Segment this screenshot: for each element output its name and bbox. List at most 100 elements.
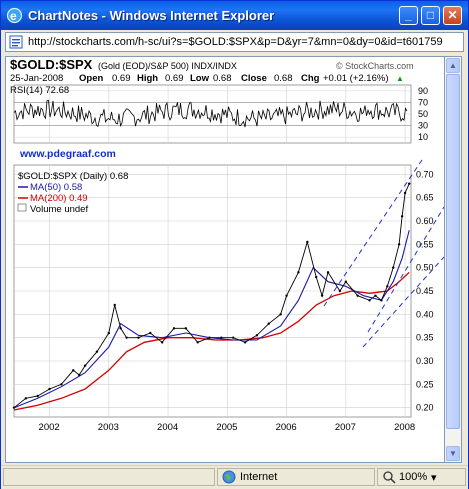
legend-price: $GOLD:$SPX (Daily) 0.68 [18,171,128,182]
status-bar: Internet 100% ▾ [1,465,468,489]
price-point [244,341,246,343]
rsi-tick-label: 30 [418,121,428,131]
title-bar[interactable]: e ChartNotes - Windows Internet Explorer… [1,1,468,30]
price-point [125,336,127,338]
price-point [356,294,358,296]
price-point [232,336,234,338]
minimize-button[interactable]: _ [399,6,418,25]
chart-description: (Gold (EOD)/S&P 500) INDX/INDX [98,61,237,71]
x-axis-ticks: 2002 2003 2004 2005 2006 2007 2008 [39,422,416,433]
close-button[interactable]: ✕ [443,6,462,25]
price-point [279,313,281,315]
price-point [114,304,116,306]
zone-label: Internet [240,471,277,483]
x-tick-label: 2004 [157,422,178,433]
address-bar[interactable]: http://stockcharts.com/h-sc/ui?s=$GOLD:$… [5,32,464,52]
price-point [380,299,382,301]
rsi-ticks: 9070503010 [418,86,428,142]
status-text-area [3,468,215,486]
close-value: 0.68 [274,73,293,84]
scroll-thumb[interactable] [446,74,460,429]
x-tick-label: 2002 [39,422,60,433]
high-label: High [137,73,158,84]
quote-date: 25-Jan-2008 [10,73,63,84]
price-point [149,332,151,334]
rsi-tick-label: 70 [418,97,428,107]
price-point [398,243,400,245]
price-point [339,290,341,292]
y-tick-label: 0.55 [416,239,434,249]
window-title: ChartNotes - Windows Internet Explorer [28,8,274,23]
stockcharts-watermark: © StockCharts.com [336,61,414,71]
x-tick-label: 2008 [394,422,415,433]
close-label: Close [241,73,267,84]
url-text[interactable]: http://stockcharts.com/h-sc/ui?s=$GOLD:$… [28,36,460,48]
price-point [297,271,299,273]
price-point [72,369,74,371]
price-point [37,395,39,397]
maximize-button[interactable]: □ [421,6,440,25]
rsi-tick-label: 10 [418,132,428,142]
chg-label: Chg [301,73,320,84]
price-point [196,341,198,343]
y-axis-ticks: 0.70 0.65 0.60 0.55 0.50 0.45 0.40 0.35 0.30 0.25… [416,169,434,412]
rsi-label: RSI(14) 72.68 [10,85,69,96]
price-point [84,364,86,366]
vertical-scrollbar[interactable]: ▲ ▼ [445,56,462,463]
y-tick-label: 0.70 [416,169,434,179]
chg-up-arrow: ▲ [396,74,404,83]
price-point [268,322,270,324]
price-point [137,336,139,338]
scroll-up-arrow[interactable]: ▲ [446,58,460,73]
x-tick-label: 2007 [335,422,356,433]
price-point [48,388,50,390]
chart-symbol: $GOLD:$SPX [10,57,93,72]
zoom-level[interactable]: 100% [399,471,427,483]
y-tick-label: 0.65 [416,193,434,203]
zoom-dropdown-icon[interactable]: ▾ [431,471,437,484]
price-point [208,336,210,338]
price-point [401,215,403,217]
y-tick-label: 0.20 [416,403,434,413]
price-point [13,406,15,408]
price-point [119,327,121,329]
scroll-down-arrow[interactable]: ▼ [446,446,460,461]
chart-canvas: $GOLD:$SPX (Gold (EOD)/S&P 500) INDX/IND… [6,57,444,462]
y-tick-label: 0.35 [416,333,434,343]
price-point [25,397,27,399]
internet-explorer-icon: e [6,7,23,24]
x-tick-label: 2006 [276,422,297,433]
price-point [368,299,370,301]
price-point [60,383,62,385]
y-tick-label: 0.60 [416,216,434,226]
svg-text:e: e [10,9,17,23]
x-tick-label: 2003 [98,422,119,433]
price-point [78,374,80,376]
price-point [408,182,410,184]
page-content: $GOLD:$SPX (Gold (EOD)/S&P 500) INDX/IND… [5,56,445,463]
legend-ma200: MA(200) 0.49 [30,193,88,204]
price-point [161,341,163,343]
price-point [285,294,287,296]
price-point [374,294,376,296]
price-point [327,271,329,273]
price-point [345,280,347,282]
zoom-icon[interactable] [382,470,396,484]
high-value: 0.69 [165,73,184,84]
y-tick-label: 0.45 [416,286,434,296]
price-point [256,334,258,336]
price-point [173,327,175,329]
x-tick-label: 2005 [216,422,237,433]
price-point [96,350,98,352]
price-point [392,266,394,268]
price-point [306,241,308,243]
price-point [108,332,110,334]
rsi-tick-label: 50 [418,109,428,119]
price-point [386,285,388,287]
open-value: 0.69 [112,73,131,84]
low-value: 0.68 [213,73,232,84]
legend-volume: Volume undef [30,204,88,215]
price-point [185,327,187,329]
chg-value: +0.01 (+2.16%) [323,73,389,84]
